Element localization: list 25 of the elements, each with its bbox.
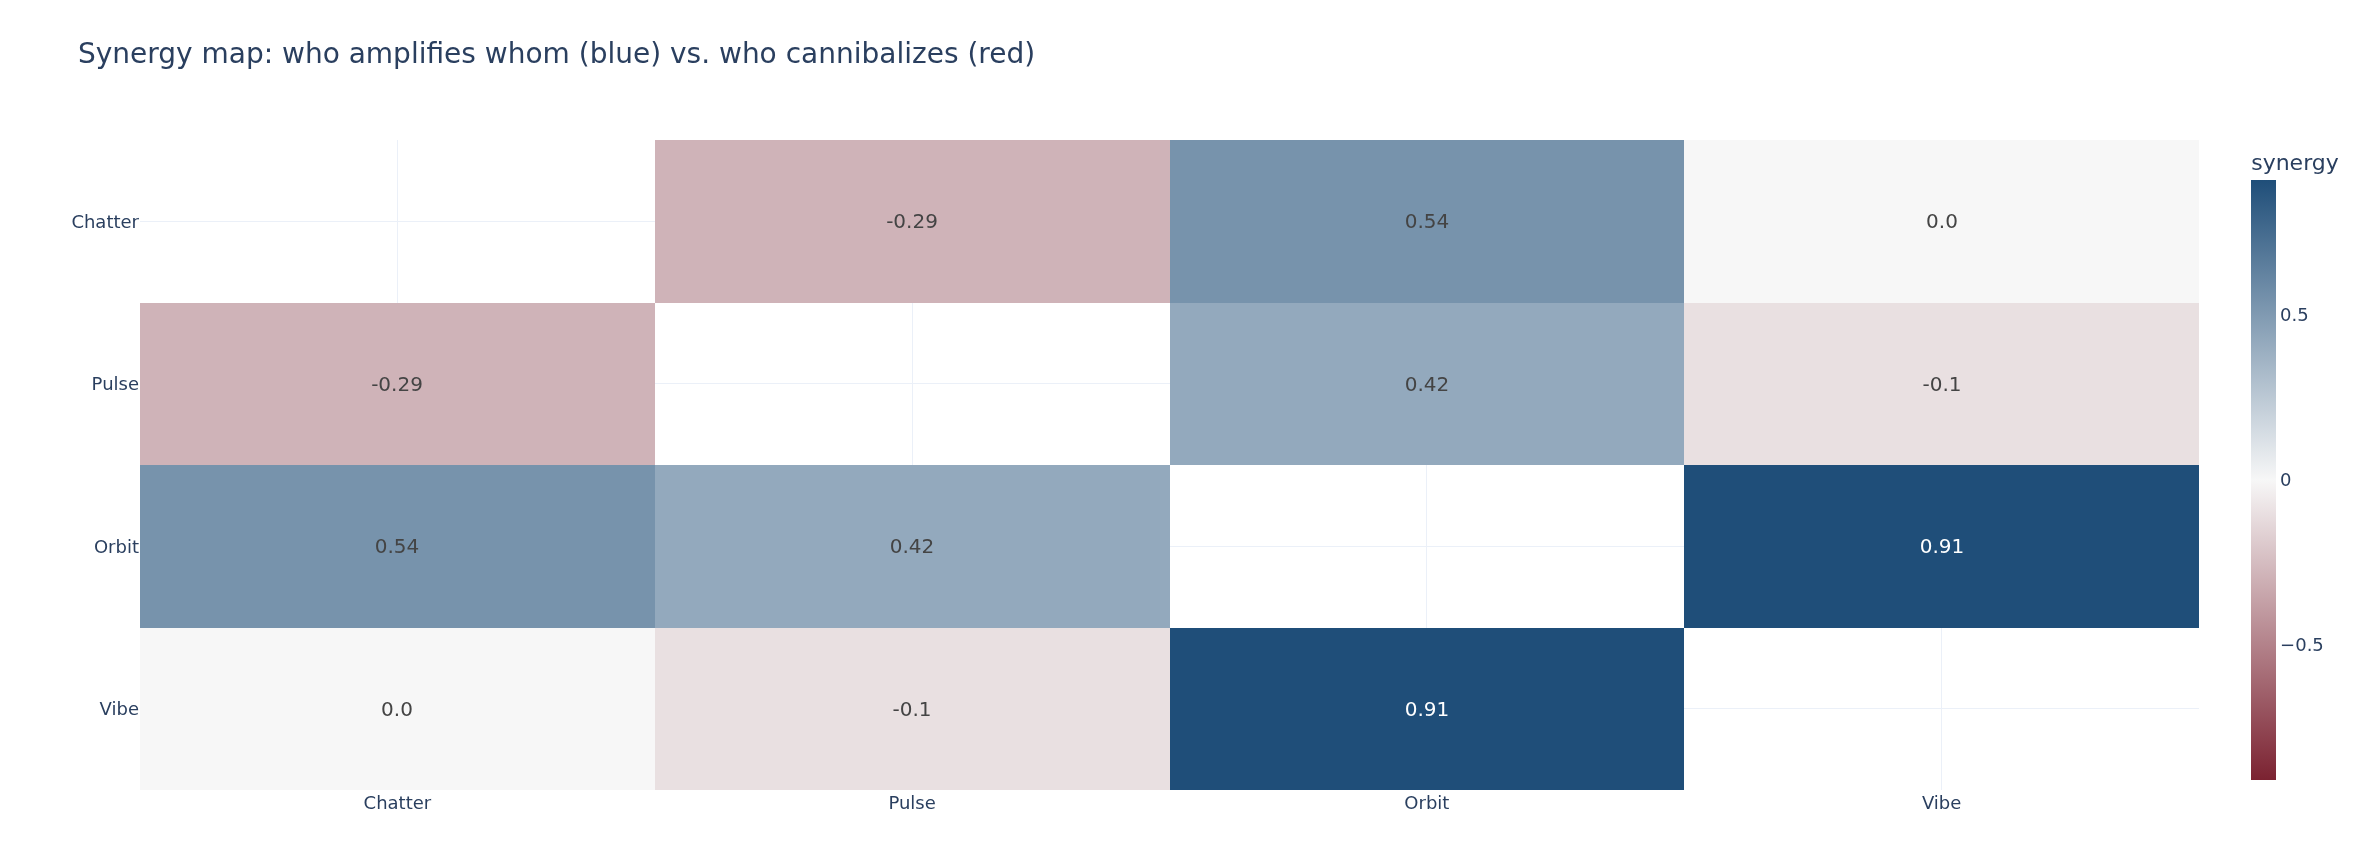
data-label: 0.42 bbox=[1404, 372, 1450, 396]
data-label: -0.1 bbox=[1922, 372, 1962, 396]
color-bar-label: 0 bbox=[2280, 469, 2292, 491]
y-tick-label: Pulse bbox=[91, 373, 139, 395]
color-bar-label: 0.5 bbox=[2280, 304, 2309, 326]
y-tick-label: Vibe bbox=[99, 698, 139, 720]
x-tick-label: Chatter bbox=[363, 792, 432, 813]
x-tick-label: Orbit bbox=[1404, 792, 1450, 813]
data-label: 0.0 bbox=[1926, 209, 1958, 233]
data-label: -0.29 bbox=[371, 372, 423, 396]
data-label: 0.42 bbox=[889, 534, 935, 558]
data-label: 0.54 bbox=[1404, 209, 1450, 233]
chart-title: Synergy map: who amplifies whom (blue) vs. who cannibalizes (red) bbox=[77, 36, 1036, 70]
data-label: 0.54 bbox=[374, 534, 420, 558]
color-bar-label: −0.5 bbox=[2280, 634, 2324, 656]
data-label: -0.29 bbox=[886, 209, 938, 233]
x-tick-label: Vibe bbox=[1921, 792, 1962, 813]
data-label: 0.91 bbox=[1404, 697, 1450, 721]
data-label: 0.0 bbox=[381, 697, 413, 721]
data-label: -0.1 bbox=[892, 697, 932, 721]
data-label: 0.91 bbox=[1919, 534, 1965, 558]
y-tick-label: Orbit bbox=[93, 535, 139, 557]
color-bar-title: synergy bbox=[2251, 149, 2339, 175]
x-tick-label: Pulse bbox=[888, 792, 936, 813]
y-tick-label: Chatter bbox=[71, 210, 140, 232]
